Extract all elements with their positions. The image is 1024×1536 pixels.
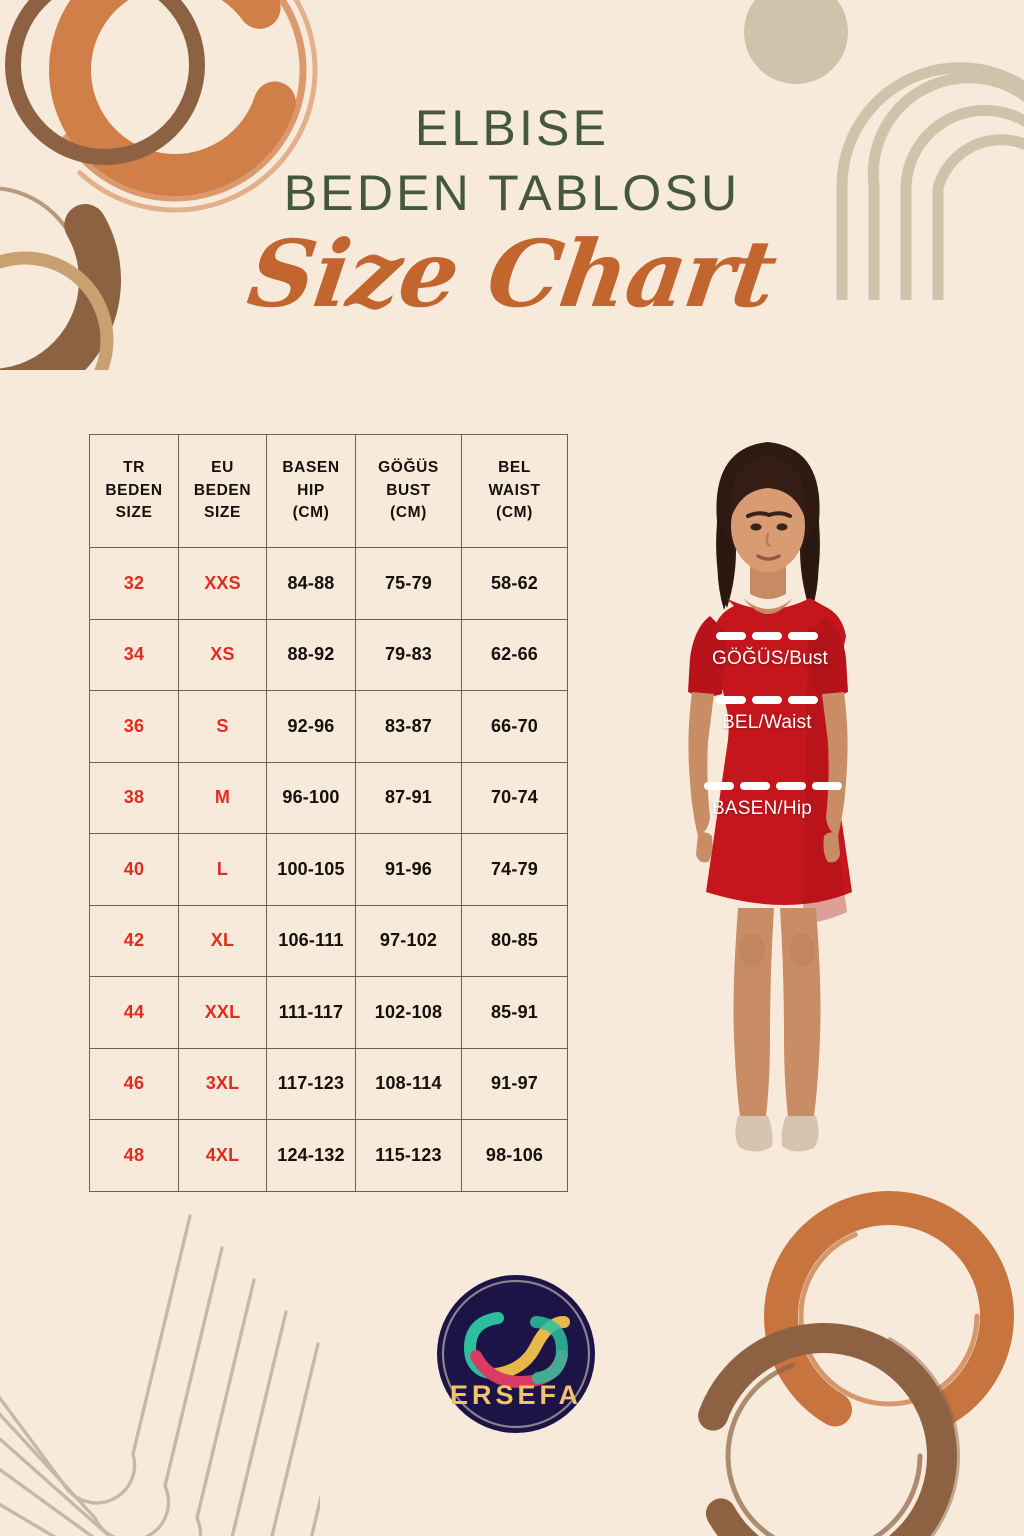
cell-bust: 115-123 — [355, 1119, 462, 1192]
cell-bust: 91-96 — [355, 833, 462, 906]
cell-hip: 88-92 — [266, 618, 356, 691]
measure-label-bust: GÖĞÜS/Bust — [712, 648, 829, 669]
heading-line-1: ELBISE — [414, 100, 610, 156]
cell-tr-size: 34 — [89, 618, 179, 691]
cell-bust: 75-79 — [355, 547, 462, 620]
header-l3: SIZE — [204, 504, 241, 522]
table-header-row: TR BEDEN SIZE EU BEDEN SIZE BASEN HIP (C… — [89, 434, 568, 548]
cell-eu-size: XXS — [178, 547, 267, 620]
cell-hip: 84-88 — [266, 547, 356, 620]
cell-waist: 74-79 — [461, 833, 568, 906]
table-row: 34 XS 88-92 79-83 62-66 — [89, 618, 568, 691]
cell-eu-size: L — [178, 833, 267, 906]
decor-bottom-left-lines — [0, 1156, 352, 1536]
cell-hip: 117-123 — [266, 1047, 356, 1120]
cell-eu-size: M — [178, 761, 267, 834]
cell-eu-size: S — [178, 690, 267, 763]
column-header-tr-size: TR BEDEN SIZE — [89, 434, 179, 548]
cell-eu-size: 4XL — [178, 1119, 267, 1192]
cell-bust: 87-91 — [355, 761, 462, 834]
heading-line-2: BEDEN TABLOSU — [283, 165, 741, 221]
logo-mark — [437, 1275, 595, 1433]
cell-tr-size: 42 — [89, 904, 179, 977]
header-l1: BEL — [498, 459, 531, 477]
cell-eu-size: 3XL — [178, 1047, 267, 1120]
measure-label-waist: BEL/Waist — [722, 712, 812, 733]
header-l3: SIZE — [115, 504, 153, 522]
cell-hip: 96-100 — [266, 761, 356, 834]
cell-eu-size: XL — [178, 904, 267, 977]
cell-bust: 97-102 — [355, 904, 462, 977]
table-row: 32 XXS 84-88 75-79 58-62 — [89, 547, 568, 620]
table-row: 38 M 96-100 87-91 70-74 — [89, 761, 568, 834]
table-row: 40 L 100-105 91-96 74-79 — [89, 833, 568, 906]
header-l3: (CM) — [496, 504, 533, 522]
cell-bust: 108-114 — [355, 1047, 462, 1120]
decor-bottom-right-brush-circles — [674, 1186, 1024, 1536]
cell-tr-size: 36 — [89, 690, 179, 763]
header-l3: (CM) — [292, 504, 330, 522]
cell-bust: 102-108 — [355, 976, 462, 1049]
measure-label-hip: BASEN/Hip — [712, 798, 813, 819]
cell-waist: 98-106 — [461, 1119, 568, 1192]
cell-bust: 79-83 — [355, 618, 462, 691]
cell-eu-size: XXL — [178, 976, 267, 1049]
header-l1: GÖĞÜS — [378, 459, 439, 477]
table-row: 36 S 92-96 83-87 66-70 — [89, 690, 568, 763]
cell-waist: 80-85 — [461, 904, 568, 977]
column-header-hip: BASEN HIP (CM) — [266, 434, 356, 548]
header-l2: BEDEN — [193, 481, 252, 499]
logo-brand-text: ERSEFA — [449, 1380, 583, 1410]
column-header-bust: GÖĞÜS BUST (CM) — [355, 434, 462, 548]
header-l1: EU — [211, 459, 234, 477]
cell-tr-size: 38 — [89, 761, 179, 834]
header-l2: HIP — [297, 481, 325, 499]
cell-tr-size: 40 — [89, 833, 179, 906]
cell-tr-size: 46 — [89, 1047, 179, 1120]
cell-tr-size: 44 — [89, 976, 179, 1049]
cell-waist: 66-70 — [461, 690, 568, 763]
table-row: 46 3XL 117-123 108-114 91-97 — [89, 1047, 568, 1120]
cell-tr-size: 32 — [89, 547, 179, 620]
header-l2: BUST — [386, 481, 431, 499]
cell-hip: 106-111 — [266, 904, 356, 977]
cell-tr-size: 48 — [89, 1119, 179, 1192]
table-row: 44 XXL 111-117 102-108 85-91 — [89, 976, 568, 1049]
column-header-eu-size: EU BEDEN SIZE — [178, 434, 267, 548]
cell-waist: 62-66 — [461, 618, 568, 691]
table-body: 32 XXS 84-88 75-79 58-62 34 XS 88-92 79-83 62-66 3… — [89, 547, 568, 1192]
header-l2: BEDEN — [105, 481, 163, 499]
header-l2: WAIST — [488, 481, 541, 499]
script-title: Size Chart — [241, 220, 783, 328]
model-illustration: GÖĞÜS/Bust BEL/Waist BASEN/Hip — [612, 430, 942, 1170]
cell-bust: 83-87 — [355, 690, 462, 763]
cell-hip: 111-117 — [266, 976, 356, 1049]
cell-waist: 85-91 — [461, 976, 568, 1049]
table-row: 48 4XL 124-132 115-123 98-106 — [89, 1119, 568, 1192]
size-chart-table: TR BEDEN SIZE EU BEDEN SIZE BASEN HIP (C… — [89, 434, 568, 1192]
cell-hip: 100-105 — [266, 833, 356, 906]
header-l1: TR — [123, 459, 145, 477]
header-l3: (CM) — [390, 504, 427, 522]
header-l1: BASEN — [282, 459, 340, 477]
cell-waist: 91-97 — [461, 1047, 568, 1120]
table-row: 42 XL 106-111 97-102 80-85 — [89, 904, 568, 977]
column-header-waist: BEL WAIST (CM) — [461, 434, 568, 548]
model-figure — [688, 442, 852, 1152]
cell-waist: 70-74 — [461, 761, 568, 834]
script-title-wrap: Size Chart — [0, 220, 1024, 342]
brand-logo: ERSEFA — [436, 1274, 596, 1434]
poster-heading: ELBISE BEDEN TABLOSU Size Chart — [0, 96, 1024, 342]
cell-eu-size: XS — [178, 618, 267, 691]
cell-hip: 124-132 — [266, 1119, 356, 1192]
cell-waist: 58-62 — [461, 547, 568, 620]
cell-hip: 92-96 — [266, 690, 356, 763]
